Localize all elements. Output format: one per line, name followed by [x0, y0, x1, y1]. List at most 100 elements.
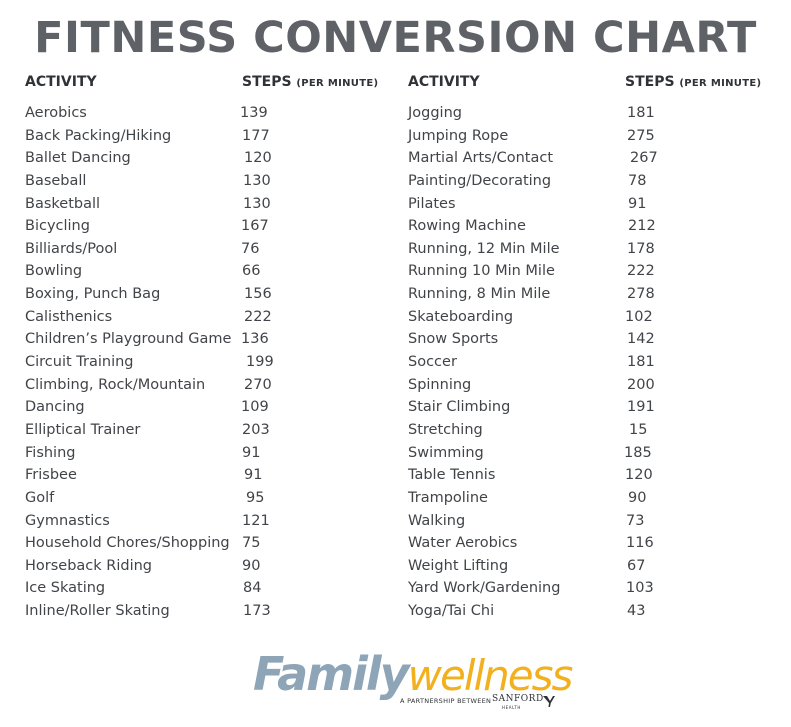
- activity-name: Pilates: [408, 195, 456, 212]
- steps-value: 142: [627, 331, 655, 348]
- steps-value: 120: [625, 467, 653, 484]
- steps-value: 121: [242, 512, 270, 529]
- steps-value: 267: [630, 150, 658, 167]
- activity-name: Inline/Roller Skating: [25, 603, 170, 620]
- activity-name: Climbing, Rock/Mountain: [25, 376, 206, 393]
- activity-name: Swimming: [408, 444, 484, 461]
- activity-name: Boxing, Punch Bag: [25, 286, 161, 303]
- steps-value: 84: [243, 580, 262, 597]
- steps-value: 102: [625, 308, 653, 325]
- activity-name: Fishing: [25, 444, 76, 461]
- steps-header-unit: (PER MINUTE): [679, 78, 762, 89]
- steps-value: 191: [627, 399, 655, 416]
- activity-name: Bicycling: [25, 218, 90, 235]
- activity-name: Running, 12 Min Mile: [408, 240, 560, 257]
- steps-header: STEPS (PER MINUTE): [625, 74, 761, 90]
- activity-name: Weight Lifting: [408, 557, 509, 574]
- footer: Familywellness A PARTNERSHIP BETWEEN SAN…: [0, 644, 791, 724]
- steps-value: 203: [242, 421, 270, 438]
- activity-header: ACTIVITY: [25, 74, 97, 90]
- activity-name: Basketball: [25, 195, 101, 212]
- steps-value: 270: [244, 376, 272, 393]
- steps-value: 130: [243, 195, 271, 212]
- steps-value: 78: [628, 172, 647, 189]
- steps-value: 91: [242, 444, 261, 461]
- steps-value: 67: [627, 557, 646, 574]
- steps-value: 178: [627, 240, 655, 257]
- sanford-logo: SANFORD: [492, 694, 544, 704]
- steps-value: 43: [627, 603, 646, 620]
- activity-name: Golf: [25, 489, 55, 506]
- activity-name: Gymnastics: [25, 512, 110, 529]
- steps-value: 278: [627, 286, 655, 303]
- activity-name: Ballet Dancing: [25, 150, 131, 167]
- activity-name: Children’s Playground Game: [25, 331, 232, 348]
- steps-value: 95: [246, 489, 265, 506]
- activity-name: Painting/Decorating: [408, 172, 552, 189]
- steps-value: 156: [244, 286, 272, 303]
- activity-name: Stretching: [408, 421, 483, 438]
- steps-value: 199: [246, 354, 274, 371]
- activity-name: Aerobics: [25, 105, 87, 121]
- activity-name: Water Aerobics: [408, 535, 518, 552]
- activity-name: Billiards/Pool: [25, 240, 118, 257]
- activity-name: Circuit Training: [25, 354, 134, 371]
- activity-name: Stair Climbing: [408, 399, 511, 416]
- activity-name: Spinning: [408, 376, 472, 393]
- activity-name: Ice Skating: [25, 580, 106, 597]
- steps-value: 212: [628, 218, 656, 235]
- activity-name: Table Tennis: [408, 467, 496, 484]
- steps-value: 15: [629, 421, 648, 438]
- steps-value: 103: [626, 580, 654, 597]
- sanford-health-text: HEALTH: [502, 705, 522, 710]
- steps-value: 181: [627, 105, 655, 121]
- steps-value: 139: [240, 105, 268, 121]
- activity-name: Soccer: [408, 354, 457, 371]
- logo-family-text: Family: [253, 647, 410, 701]
- steps-value: 120: [244, 150, 272, 167]
- activity-name: Calisthenics: [25, 308, 113, 325]
- steps-value: 130: [243, 172, 271, 189]
- steps-value: 167: [241, 218, 269, 235]
- activity-name: Running 10 Min Mile: [408, 263, 555, 280]
- activity-name: Horseback Riding: [25, 557, 153, 574]
- steps-header-label: STEPS: [242, 74, 292, 90]
- steps-value: 173: [243, 603, 271, 620]
- activity-name: Yard Work/Gardening: [408, 580, 561, 597]
- activity-name: Rowing Machine: [408, 218, 526, 235]
- activity-name: Martial Arts/Contact: [408, 150, 554, 167]
- steps-value: 181: [627, 354, 655, 371]
- activity-name: Household Chores/Shopping: [25, 535, 230, 552]
- activity-name: Trampoline: [408, 489, 488, 506]
- steps-value: 177: [242, 127, 270, 144]
- steps-value: 275: [627, 127, 655, 144]
- activity-name: Bowling: [25, 263, 83, 280]
- steps-value: 90: [628, 489, 647, 506]
- chart-title: FITNESS CONVERSION CHART: [34, 13, 757, 63]
- steps-value: 185: [624, 444, 652, 461]
- activity-name: Jogging: [408, 105, 462, 121]
- activity-name: Dancing: [25, 399, 85, 416]
- steps-header-unit: (PER MINUTE): [296, 78, 379, 89]
- steps-value: 109: [241, 399, 269, 416]
- activity-name: Jumping Rope: [408, 127, 509, 144]
- activity-name: Baseball: [25, 172, 87, 189]
- activity-name: Yoga/Tai Chi: [408, 603, 495, 620]
- steps-value: 66: [242, 263, 261, 280]
- steps-value: 91: [244, 467, 263, 484]
- steps-value: 75: [242, 535, 261, 552]
- activity-header: ACTIVITY: [408, 74, 480, 90]
- logo-wellness-text: wellness: [407, 651, 574, 700]
- steps-value: 222: [627, 263, 655, 280]
- steps-value: 222: [244, 308, 272, 325]
- activity-name: Frisbee: [25, 467, 77, 484]
- steps-value: 76: [241, 240, 260, 257]
- ymca-y-logo-icon: [543, 696, 555, 707]
- activity-name: Skateboarding: [408, 308, 514, 325]
- steps-header: STEPS (PER MINUTE): [242, 74, 378, 90]
- activity-name: Running, 8 Min Mile: [408, 286, 551, 303]
- partnership-text: A PARTNERSHIP BETWEEN: [400, 697, 492, 705]
- activity-name: Walking: [408, 512, 466, 529]
- activity-name: Snow Sports: [408, 331, 499, 348]
- activity-name: Elliptical Trainer: [25, 421, 141, 438]
